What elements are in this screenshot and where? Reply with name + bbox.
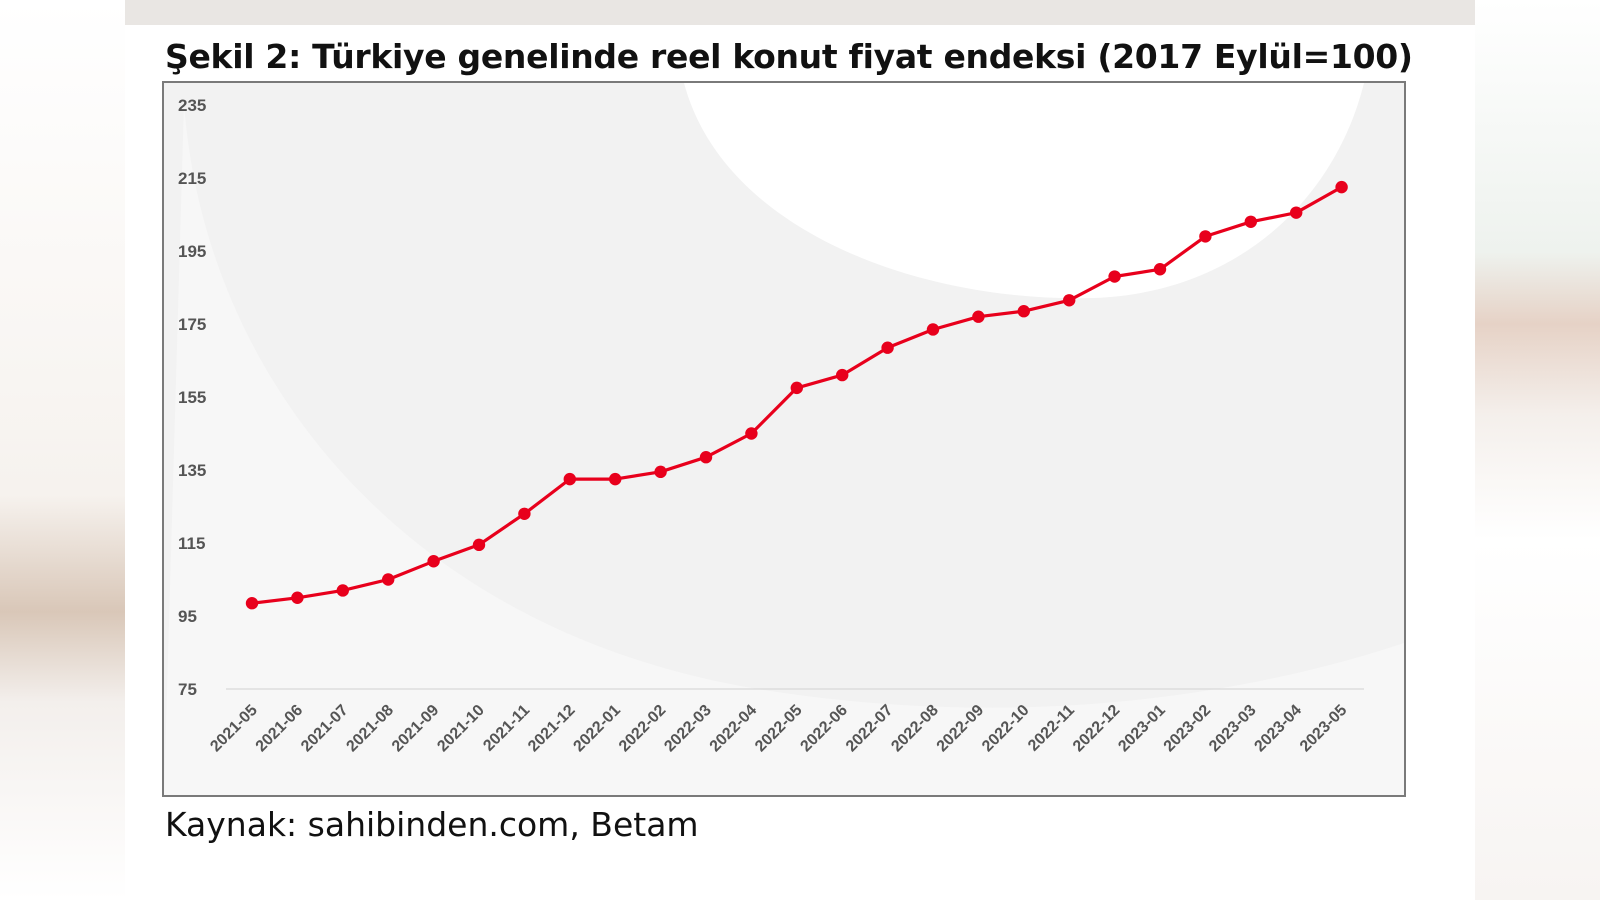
data-point — [609, 472, 622, 486]
data-point — [1244, 215, 1258, 228]
data-point — [518, 507, 531, 520]
data-point — [881, 341, 894, 354]
data-point — [336, 584, 349, 597]
data-point — [836, 368, 849, 382]
y-tick-label: 135 — [178, 461, 206, 480]
slide: Şekil 2: Türkiye genelinde reel konut fi… — [125, 25, 1475, 900]
y-tick-label: 155 — [178, 388, 206, 407]
chart-frame: 75 95 115 135 155 175 195 215 235 2021-05 2021-06… — [162, 81, 1406, 797]
data-point — [926, 323, 940, 336]
data-point — [1290, 206, 1303, 219]
data-point — [790, 381, 803, 395]
y-tick-label: 175 — [178, 315, 206, 334]
data-point — [1153, 263, 1167, 276]
data-point — [382, 573, 395, 586]
y-tick-label: 115 — [178, 534, 205, 553]
data-point — [245, 597, 259, 610]
y-axis-ticks: 75 95 115 135 155 175 195 215 235 — [178, 96, 206, 699]
data-point — [745, 427, 758, 440]
data-point — [1017, 305, 1030, 318]
background-left — [0, 0, 125, 900]
y-tick-label: 235 — [178, 96, 206, 115]
watermark-swirl — [164, 83, 1404, 795]
chart-title: Şekil 2: Türkiye genelinde reel konut fi… — [165, 37, 1413, 76]
series-points — [245, 180, 1348, 610]
y-tick-label: 95 — [178, 607, 197, 626]
data-point — [563, 472, 576, 486]
data-point — [1063, 294, 1076, 307]
data-point — [472, 538, 486, 552]
y-tick-label: 215 — [178, 169, 206, 188]
data-point — [699, 451, 713, 464]
y-tick-label: 195 — [178, 242, 206, 261]
data-point — [291, 591, 304, 604]
data-point — [972, 310, 985, 323]
data-point — [1108, 270, 1121, 283]
source-note: Kaynak: sahibinden.com, Betam — [165, 805, 699, 844]
data-point — [654, 465, 667, 479]
data-point — [1335, 180, 1348, 194]
data-point — [1199, 230, 1212, 243]
y-tick-label: 75 — [178, 680, 197, 699]
data-point — [427, 555, 440, 568]
background-right — [1475, 0, 1600, 900]
